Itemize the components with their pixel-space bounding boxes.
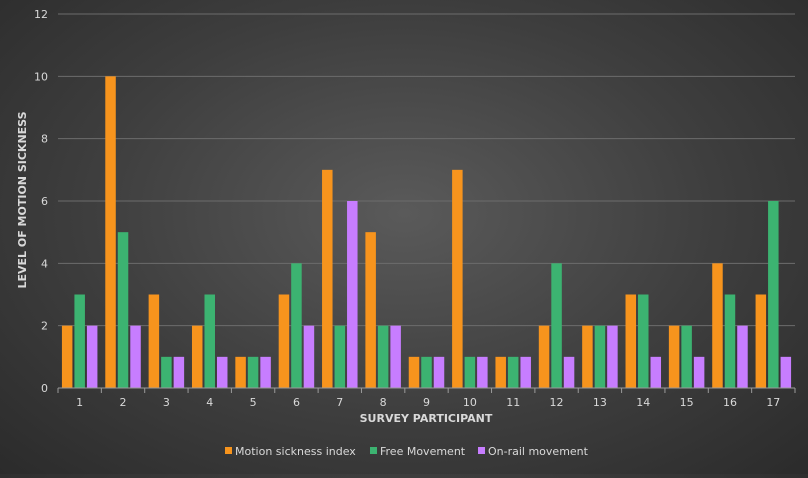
x-tick-label: 4 [206, 396, 213, 409]
bar [681, 325, 692, 388]
bar [334, 325, 346, 388]
y-tick-label: 6 [41, 195, 48, 208]
y-tick-label: 0 [41, 382, 48, 395]
bar [520, 356, 531, 388]
bar [563, 356, 575, 388]
bar [755, 294, 767, 388]
bar [173, 356, 185, 388]
bar [638, 294, 649, 388]
y-axis-title: LEVEL OF MOTION SICKNESS [16, 111, 29, 288]
bars [61, 76, 792, 388]
x-axis-title: SURVEY PARTICIPANT [360, 412, 493, 425]
bar [278, 294, 290, 388]
x-tick-label: 7 [336, 396, 343, 409]
x-tick-label: 9 [423, 396, 430, 409]
x-tick-label: 6 [293, 396, 300, 409]
y-tick-label: 12 [34, 8, 48, 21]
legend-swatch [478, 447, 485, 454]
bar [322, 169, 333, 388]
x-tick-label: 8 [380, 396, 387, 409]
bar [291, 263, 302, 388]
bar [421, 356, 432, 388]
bar [390, 325, 401, 388]
bar [86, 325, 98, 388]
legend-swatch [225, 447, 232, 454]
bar [464, 356, 476, 388]
y-tick-label: 4 [41, 257, 48, 270]
bar [712, 263, 723, 388]
x-tick-label: 10 [463, 396, 477, 409]
bar [61, 325, 73, 388]
bar [668, 325, 680, 388]
x-tick-label: 11 [506, 396, 520, 409]
bar [408, 356, 420, 388]
x-tick-label: 3 [163, 396, 170, 409]
legend-label: Motion sickness index [235, 445, 356, 458]
bar [495, 356, 506, 388]
bar [768, 201, 779, 388]
bar [780, 356, 792, 388]
bar [551, 263, 562, 388]
legend-swatch [370, 447, 377, 454]
bar [191, 325, 203, 388]
x-tick-label: 17 [766, 396, 780, 409]
bar [433, 356, 445, 388]
bar [477, 356, 488, 388]
bar [303, 325, 315, 388]
x-tick-label: 1 [76, 396, 83, 409]
x-tick-label: 16 [723, 396, 737, 409]
bar [607, 325, 618, 388]
x-tick-label: 15 [680, 396, 694, 409]
x-tick-label: 2 [120, 396, 127, 409]
bar [105, 76, 116, 388]
bar [204, 294, 215, 388]
bar [260, 356, 271, 388]
bar [724, 294, 736, 388]
y-tick-label: 10 [34, 70, 48, 83]
legend-label: Free Movement [380, 445, 466, 458]
y-tick-label: 2 [41, 320, 48, 333]
bar [377, 325, 389, 388]
bar [216, 356, 228, 388]
bar [148, 294, 160, 388]
bar [625, 294, 637, 388]
bar [74, 294, 85, 388]
legend: Motion sickness index Free Movement On-rai… [225, 445, 589, 458]
gridlines [58, 13, 795, 327]
bar [693, 356, 705, 388]
bar [365, 232, 376, 388]
y-tick-label: 8 [41, 133, 48, 146]
bar [235, 356, 246, 388]
x-tick-label: 5 [250, 396, 257, 409]
bar [130, 325, 141, 388]
x-tick-label: 14 [636, 396, 650, 409]
x-tick-label: 13 [593, 396, 607, 409]
bar [538, 325, 550, 388]
legend-label: On-rail movement [488, 445, 589, 458]
bar [737, 325, 748, 388]
bar [117, 232, 129, 388]
bar [582, 325, 593, 388]
bar [594, 325, 606, 388]
bar [247, 356, 259, 388]
bar [650, 356, 662, 388]
bar [507, 356, 519, 388]
bar [161, 356, 172, 388]
x-tick-label: 12 [550, 396, 564, 409]
bar [347, 201, 358, 388]
bar [452, 169, 463, 388]
